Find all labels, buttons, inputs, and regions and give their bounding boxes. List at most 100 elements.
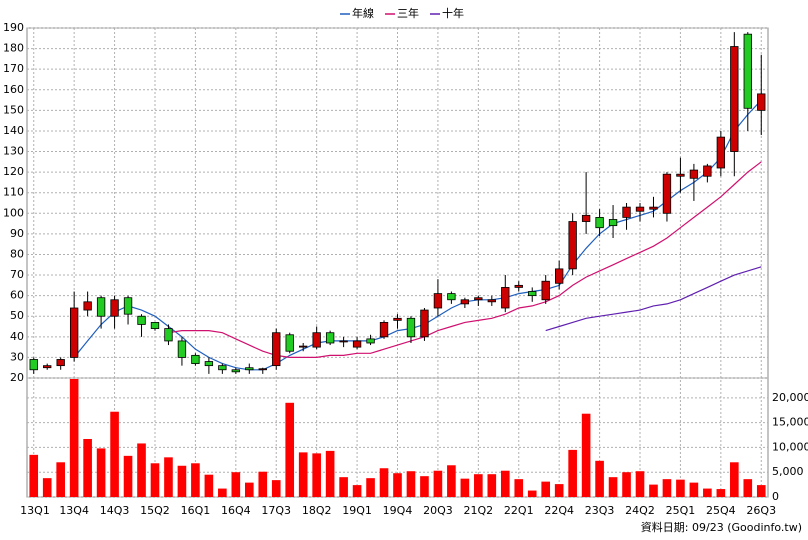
volume-bar <box>110 411 119 497</box>
volume-bar <box>756 485 766 497</box>
volume-bar <box>487 474 497 497</box>
candle-body <box>312 332 321 348</box>
volume-bar <box>608 477 618 497</box>
y-tick-label: 90 <box>10 227 24 240</box>
volume-bar <box>352 485 362 497</box>
y-tick-label: 150 <box>3 103 24 116</box>
legend-label: 三年 <box>397 6 419 20</box>
candle-body <box>366 338 375 344</box>
candle-body <box>528 291 537 297</box>
x-tick-label: 19Q4 <box>383 504 413 517</box>
candle-body <box>568 221 577 270</box>
volume-bar <box>460 478 470 497</box>
candle-body <box>339 340 348 343</box>
candle-body <box>703 165 712 177</box>
volume-bar <box>595 460 604 497</box>
volume-bar <box>285 402 295 497</box>
y2-tick-label: 0 <box>772 490 779 503</box>
y-tick-label: 70 <box>10 268 24 281</box>
volume-bar <box>703 488 712 497</box>
candle-body <box>150 322 160 329</box>
candle-body <box>595 217 604 229</box>
volume-bar <box>730 462 739 497</box>
volume-bar <box>743 479 753 497</box>
volume-bar <box>447 465 456 497</box>
candle-body <box>164 328 173 342</box>
volume-bar <box>56 462 65 497</box>
candle-body <box>177 340 187 358</box>
y2-tick-label: 15,000 <box>772 416 808 429</box>
volume-bar <box>312 453 321 497</box>
volume-bar <box>433 470 443 497</box>
x-tick-label: 25Q4 <box>706 504 736 517</box>
volume-bar <box>662 479 672 497</box>
candle-body <box>581 214 591 222</box>
volume-bar <box>339 477 348 497</box>
candle-body <box>622 206 631 218</box>
candle-body <box>123 297 133 315</box>
volume-bar <box>676 479 685 497</box>
volume-bar <box>123 455 133 497</box>
candle-body <box>285 334 294 352</box>
volume-bar <box>366 478 375 497</box>
candle-body <box>96 297 106 317</box>
candle-body <box>137 315 146 325</box>
candle-body <box>393 317 402 321</box>
volume-bar <box>177 465 187 497</box>
candle-body <box>716 136 726 169</box>
volume-bar <box>474 474 483 497</box>
volume-bar <box>379 468 389 497</box>
candle-body <box>555 268 564 284</box>
volume-bar <box>69 378 79 497</box>
volume-bar <box>393 473 402 497</box>
y2-tick-label: 20,000 <box>772 391 808 404</box>
candle-body <box>420 309 429 338</box>
x-tick-label: 22Q1 <box>504 504 534 517</box>
x-tick-label: 17Q3 <box>261 504 291 517</box>
candle-body <box>433 293 443 309</box>
y-tick-label: 50 <box>10 309 24 322</box>
volume-bar <box>635 471 645 497</box>
volume-bar <box>42 478 52 497</box>
y-tick-label: 190 <box>3 21 24 34</box>
candle-body <box>204 361 214 367</box>
x-tick-label: 15Q2 <box>140 504 170 517</box>
x-tick-label: 19Q1 <box>342 504 372 517</box>
legend-label: 年線 <box>352 6 374 20</box>
volume-bar <box>29 454 39 497</box>
y-tick-label: 180 <box>3 42 24 55</box>
candle-body <box>29 359 38 371</box>
ma-line <box>73 99 762 371</box>
volume-bar <box>500 470 510 497</box>
volume-bar <box>406 471 416 497</box>
candle-body <box>325 332 335 344</box>
footer: 資料日期: 09/23 (Goodinfo.tw) <box>641 520 802 534</box>
candle-body <box>541 280 550 301</box>
candle-body <box>406 317 416 338</box>
volume-bar <box>244 482 254 497</box>
volume-bar <box>271 480 281 497</box>
candle-body <box>501 287 510 309</box>
candle-body <box>218 365 227 371</box>
volume-bar <box>231 472 241 497</box>
candle-body <box>110 299 119 317</box>
volume-bar <box>514 479 524 497</box>
volume-bar <box>541 481 551 497</box>
x-tick-label: 13Q1 <box>20 504 50 517</box>
candle-body <box>635 206 645 212</box>
x-tick-label: 16Q4 <box>221 504 251 517</box>
y-tick-label: 130 <box>3 145 24 158</box>
volume-bar <box>581 413 591 497</box>
x-tick-label: 20Q3 <box>423 504 453 517</box>
volume-bar <box>527 490 537 497</box>
x-tick-label: 16Q1 <box>181 504 211 517</box>
candle-body <box>231 369 240 373</box>
candle-body <box>676 173 685 177</box>
volume-bar <box>622 472 631 497</box>
volume-bar <box>420 476 429 497</box>
y-tick-label: 110 <box>3 186 24 199</box>
candle-body <box>608 219 618 227</box>
volume-bar <box>649 484 658 497</box>
candle-body <box>379 322 389 338</box>
x-tick-label: 21Q2 <box>464 504 494 517</box>
